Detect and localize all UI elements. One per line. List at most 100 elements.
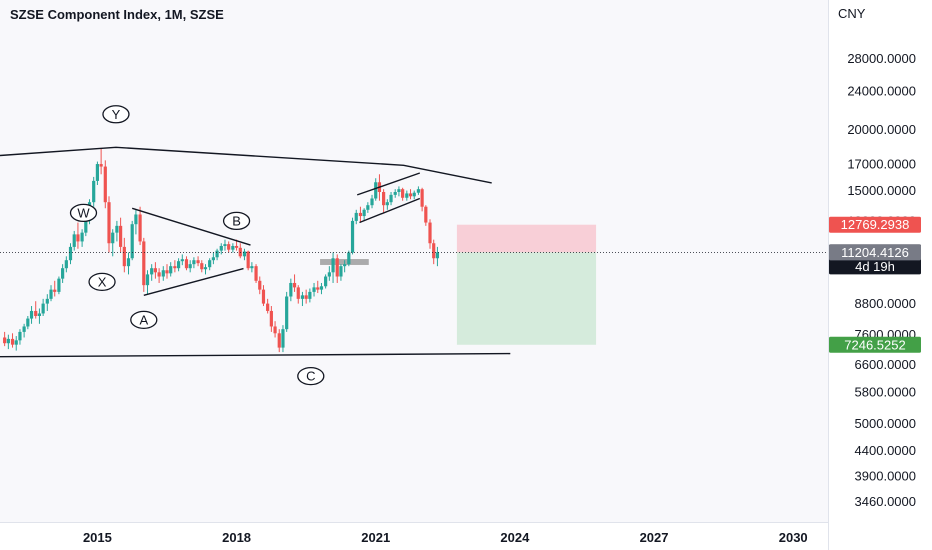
candle[interactable] — [72, 234, 76, 247]
plot-area[interactable] — [0, 0, 828, 522]
candle[interactable] — [242, 251, 247, 257]
candle[interactable] — [397, 189, 401, 192]
candle[interactable] — [296, 287, 300, 299]
candle[interactable] — [424, 206, 428, 223]
candle[interactable] — [416, 189, 421, 193]
trendline-upper-resistance[interactable] — [0, 146, 492, 184]
candle[interactable] — [300, 295, 305, 299]
stop-loss-zone[interactable] — [456, 224, 597, 253]
candle[interactable] — [215, 250, 219, 258]
candle[interactable] — [76, 234, 80, 242]
candle[interactable] — [273, 326, 277, 334]
take-profit-zone[interactable] — [456, 252, 597, 345]
candle[interactable] — [347, 252, 351, 265]
candle[interactable] — [64, 260, 68, 269]
trendline-lower-support[interactable] — [0, 352, 511, 358]
candle[interactable] — [350, 220, 355, 253]
candle[interactable] — [119, 225, 123, 247]
candle[interactable] — [223, 244, 227, 246]
candle[interactable] — [412, 192, 416, 197]
candle[interactable] — [281, 329, 285, 348]
candle[interactable] — [188, 264, 192, 269]
candle[interactable] — [95, 164, 100, 181]
candle[interactable] — [219, 245, 223, 251]
price-tag[interactable] — [829, 244, 921, 261]
candle[interactable] — [266, 303, 270, 311]
candle[interactable] — [68, 246, 73, 261]
candle[interactable] — [3, 337, 7, 344]
candle[interactable] — [34, 310, 38, 317]
candle[interactable] — [203, 267, 208, 270]
candle[interactable] — [138, 214, 142, 242]
trendline-flag-upper[interactable] — [356, 172, 421, 196]
candle[interactable] — [335, 258, 339, 277]
price-axis[interactable] — [829, 0, 932, 550]
candle[interactable] — [211, 257, 215, 261]
candle[interactable] — [304, 295, 308, 299]
candle[interactable] — [316, 287, 320, 290]
candle[interactable] — [254, 266, 258, 281]
candle[interactable] — [103, 166, 107, 203]
candle[interactable] — [289, 282, 293, 297]
candle[interactable] — [343, 264, 347, 267]
candle[interactable] — [126, 258, 131, 267]
candle[interactable] — [41, 303, 45, 314]
trendline-flag-lower[interactable] — [359, 197, 421, 224]
candle[interactable] — [196, 260, 200, 264]
candle[interactable] — [184, 259, 189, 269]
candle[interactable] — [208, 260, 212, 268]
candle[interactable] — [324, 276, 328, 287]
time-axis[interactable] — [0, 523, 829, 550]
price-tag[interactable] — [829, 216, 921, 233]
candle[interactable] — [374, 182, 378, 199]
candle[interactable] — [420, 189, 424, 207]
trendline-triangle-lower[interactable] — [143, 267, 244, 296]
candle[interactable] — [107, 202, 111, 244]
candle[interactable] — [61, 268, 65, 279]
candle[interactable] — [111, 232, 115, 244]
candle[interactable] — [308, 291, 312, 299]
candle[interactable] — [200, 263, 204, 270]
candle[interactable] — [408, 193, 413, 197]
candle[interactable] — [432, 243, 436, 259]
candle[interactable] — [22, 326, 26, 332]
candle[interactable] — [145, 274, 150, 286]
candle[interactable] — [227, 244, 231, 250]
candle[interactable] — [37, 313, 42, 317]
candle[interactable] — [84, 220, 88, 233]
candle[interactable] — [370, 198, 374, 206]
candle[interactable] — [29, 310, 34, 319]
candle[interactable] — [358, 212, 363, 217]
candle[interactable] — [14, 340, 18, 345]
candle[interactable] — [134, 214, 138, 225]
candle[interactable] — [385, 202, 389, 206]
candle[interactable] — [10, 338, 15, 345]
candle[interactable] — [26, 318, 30, 327]
candle[interactable] — [261, 289, 266, 304]
candle[interactable] — [389, 194, 393, 203]
candle[interactable] — [176, 261, 181, 269]
candle[interactable] — [173, 266, 177, 269]
candle[interactable] — [6, 338, 10, 344]
candle[interactable] — [115, 225, 119, 233]
candle[interactable] — [269, 310, 273, 327]
candle[interactable] — [366, 205, 370, 210]
candle[interactable] — [161, 270, 165, 277]
candle[interactable] — [339, 266, 343, 277]
candle[interactable] — [285, 296, 289, 330]
trendline-triangle-upper[interactable] — [131, 207, 251, 246]
candle[interactable] — [45, 298, 49, 304]
candle[interactable] — [401, 189, 405, 198]
candle[interactable] — [142, 241, 146, 286]
candle[interactable] — [180, 259, 184, 262]
candle[interactable] — [428, 222, 432, 244]
candle[interactable] — [49, 289, 53, 299]
candle[interactable] — [80, 232, 84, 242]
candle[interactable] — [153, 268, 157, 273]
candle[interactable] — [246, 251, 250, 269]
candle[interactable] — [277, 333, 281, 348]
candle[interactable] — [53, 289, 57, 292]
candle[interactable] — [192, 260, 196, 265]
candle[interactable] — [393, 191, 397, 195]
